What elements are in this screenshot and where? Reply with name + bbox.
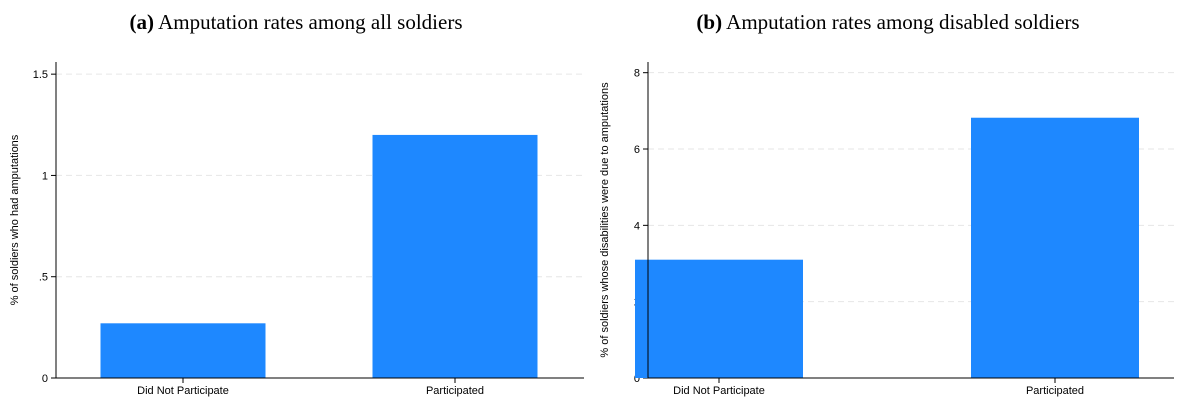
panel-b-title-text: Amputation rates among disabled soldiers — [726, 10, 1080, 34]
y-tick-label: 0 — [42, 373, 48, 385]
y-axis-label: % of soldiers who had amputations — [9, 134, 21, 305]
y-tick-label: 8 — [634, 68, 640, 80]
panel-a: (a) Amputation rates among all soldiers … — [0, 10, 592, 397]
bar-did-not-participate — [100, 323, 266, 378]
panel-a-label: (a) — [129, 10, 154, 34]
x-tick-label: Did Not Participate — [673, 385, 765, 397]
y-tick-label: 4 — [634, 220, 640, 232]
panel-a-title: (a) Amputation rates among all soldiers — [0, 10, 592, 35]
panel-b-label: (b) — [696, 10, 723, 34]
y-axis-label: % of soldiers whose disabilities were du… — [599, 82, 611, 358]
bar-did-not-participate — [635, 259, 803, 378]
y-tick-label: 1 — [42, 170, 48, 182]
y-tick-label: 1.5 — [33, 69, 48, 81]
panel-b: (b) Amputation rates among disabled sold… — [592, 0, 1184, 397]
bar-participated — [372, 134, 538, 378]
x-tick-label: Participated — [426, 385, 484, 397]
x-tick-label: Did Not Participate — [137, 385, 229, 397]
panel-a-title-text: Amputation rates among all soldiers — [158, 10, 463, 34]
y-tick-label: 6 — [634, 144, 640, 156]
y-tick-label: 0 — [634, 373, 640, 385]
panel-b-title: (b) Amputation rates among disabled sold… — [592, 10, 1184, 35]
y-tick-label: .5 — [39, 272, 48, 284]
bar-participated — [971, 117, 1139, 378]
chart-a: 0 .5 1 1.5 Did Not Participate Participated % … — [9, 62, 584, 397]
x-tick-label: Participated — [1026, 385, 1084, 397]
